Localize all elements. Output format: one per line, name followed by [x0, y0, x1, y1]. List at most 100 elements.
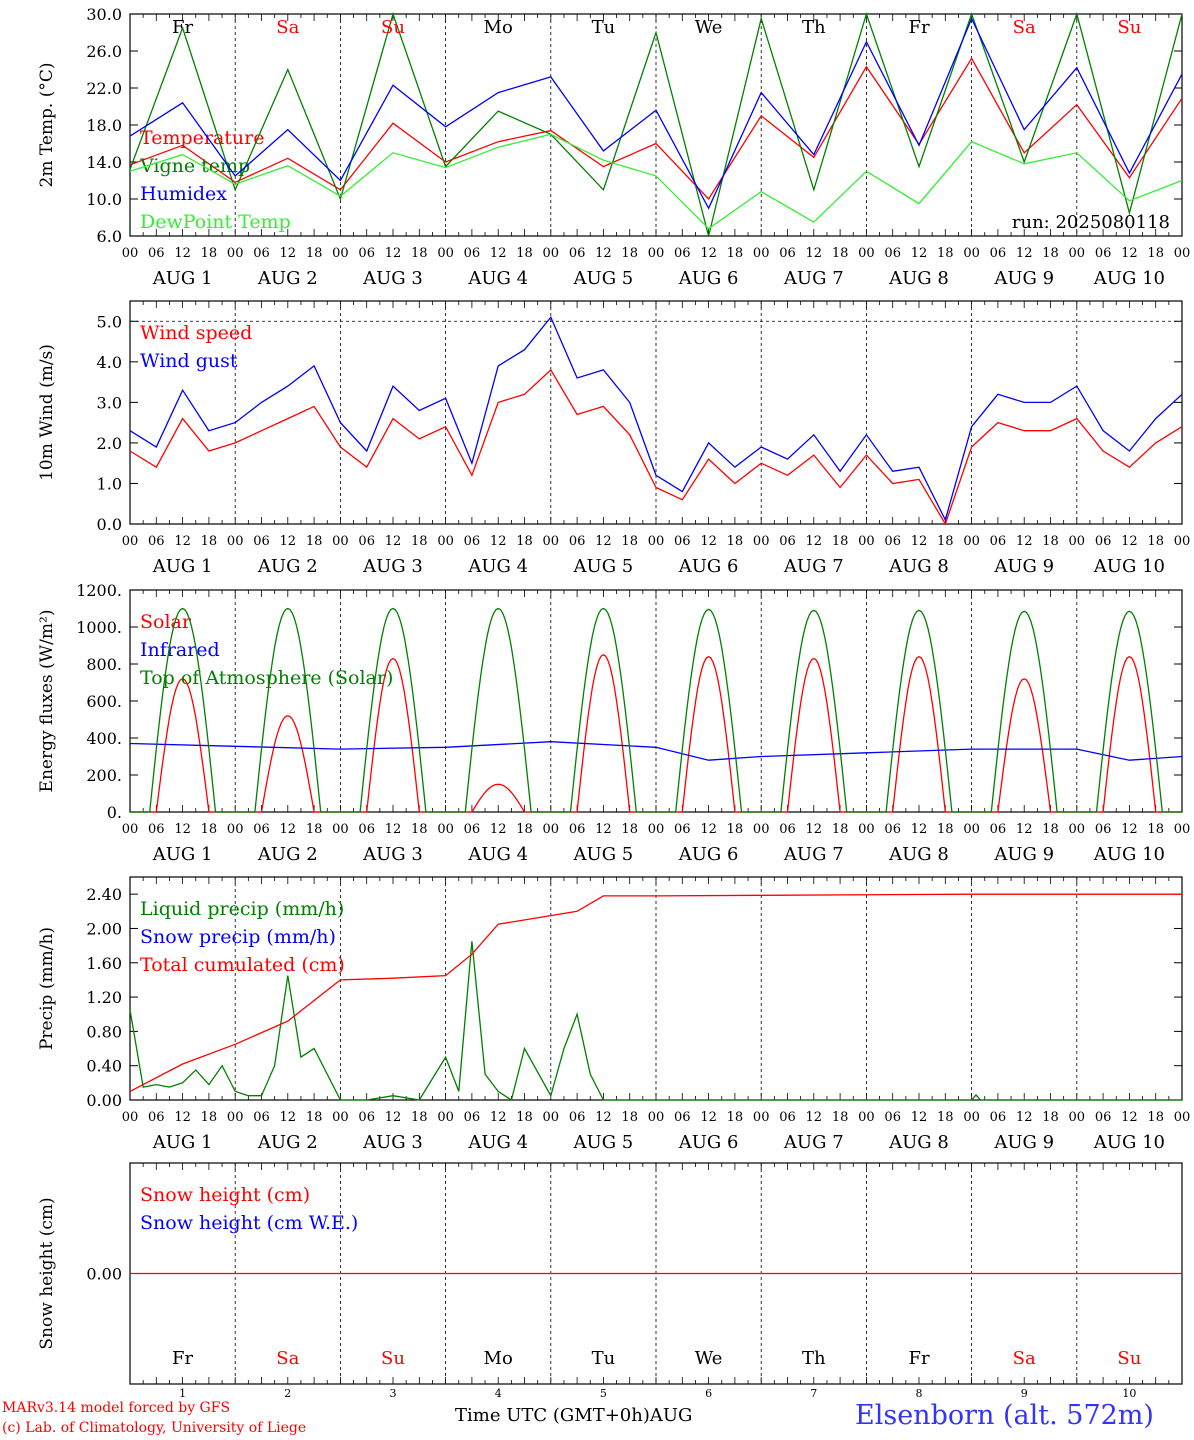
energy-x-tick-label: 06	[884, 822, 901, 837]
precip-x-tick-label: 12	[490, 1110, 507, 1125]
wind-x-tick-label: 12	[280, 534, 297, 549]
wind-x-tick-label: 18	[621, 534, 638, 549]
wind-x-tick-label: 00	[858, 534, 875, 549]
temp-x-tick-label: 18	[306, 246, 323, 261]
wind-day-label: AUG 10	[1093, 556, 1165, 577]
temp-day-label: AUG 5	[573, 268, 634, 289]
temp-x-tick-label: 18	[1042, 246, 1059, 261]
precip-x-tick-label: 18	[1042, 1110, 1059, 1125]
temp-legend-entry: Temperature	[140, 127, 264, 149]
precip-day-label: AUG 5	[573, 1132, 634, 1153]
temp-legend-entry: Humidex	[140, 183, 227, 205]
wind-x-tick-label: 12	[806, 534, 823, 549]
precip-x-tick-label: 00	[858, 1110, 875, 1125]
precip-x-tick-label: 06	[884, 1110, 901, 1125]
temp-x-tick-label: 06	[779, 246, 796, 261]
temp-y-tick-label: 22.0	[86, 79, 122, 98]
temp-series-line	[129, 11, 1183, 237]
energy-legend-entry: Solar	[140, 611, 192, 633]
wind-x-tick-label: 18	[1147, 534, 1164, 549]
weekday-label-bottom: Sa	[1013, 1348, 1036, 1369]
energy-day-label: AUG 3	[362, 844, 423, 865]
energy-x-tick-label: 18	[937, 822, 954, 837]
temp-day-label: AUG 6	[678, 268, 739, 289]
precip-x-tick-label: 00	[122, 1110, 139, 1125]
wind-y-tick-label: 2.0	[97, 434, 122, 453]
temp-x-tick-label: 00	[122, 246, 139, 261]
energy-series-line	[129, 741, 1183, 761]
weekday-label-bottom: Su	[381, 1348, 405, 1369]
precip-y-tick-label: 0.80	[86, 1022, 122, 1041]
wind-x-tick-label: 06	[464, 534, 481, 549]
energy-day-label: AUG 8	[888, 844, 949, 865]
snow-legend-entry: Snow height (cm)	[140, 1184, 310, 1206]
temp-x-tick-label: 06	[148, 246, 165, 261]
temp-x-tick-label: 12	[1121, 246, 1138, 261]
temp-x-tick-label: 18	[621, 246, 638, 261]
weekday-label-bottom: Th	[802, 1348, 826, 1369]
precip-x-tick-label: 12	[1016, 1110, 1033, 1125]
wind-x-tick-label: 06	[884, 534, 901, 549]
energy-x-tick-label: 00	[227, 822, 244, 837]
model-credit: MARv3.14 model forced by GFS	[2, 1400, 231, 1416]
energy-x-tick-label: 12	[806, 822, 823, 837]
energy-x-tick-label: 18	[727, 822, 744, 837]
precip-x-tick-label: 06	[779, 1110, 796, 1125]
temp-y-tick-label: 6.0	[97, 227, 122, 246]
wind-day-label: AUG 4	[467, 556, 528, 577]
precip-x-tick-label: 00	[437, 1110, 454, 1125]
wind-x-tick-label: 12	[911, 534, 928, 549]
day-number-label: 3	[390, 1387, 397, 1400]
wind-day-label: AUG 9	[993, 556, 1054, 577]
energy-legend-entry: Infrared	[140, 639, 220, 661]
temp-x-tick-label: 18	[937, 246, 954, 261]
temp-legend-entry: Vigne temp	[139, 155, 250, 177]
precip-x-tick-label: 12	[595, 1110, 612, 1125]
weekday-label-bottom: We	[695, 1348, 723, 1369]
precip-x-tick-label: 00	[227, 1110, 244, 1125]
precip-x-tick-label: 12	[385, 1110, 402, 1125]
temp-x-tick-label: 18	[411, 246, 428, 261]
precip-x-tick-label: 12	[174, 1110, 191, 1125]
temp-x-tick-label: 12	[806, 246, 823, 261]
wind-y-axis-label: 10m Wind (m/s)	[37, 344, 57, 481]
precip-x-tick-label: 18	[937, 1110, 954, 1125]
energy-x-tick-label: 06	[464, 822, 481, 837]
temp-x-tick-label: 00	[543, 246, 560, 261]
precip-series-line	[129, 893, 1182, 1092]
temp-x-tick-label: 00	[437, 246, 454, 261]
wind-x-tick-label: 00	[753, 534, 770, 549]
day-number-label: 4	[495, 1387, 502, 1400]
temp-legend-entry: DewPoint Temp	[140, 211, 291, 233]
temp-x-tick-label: 18	[1147, 246, 1164, 261]
wind-x-tick-label: 18	[201, 534, 218, 549]
weekday-label-top: Tu	[592, 17, 616, 38]
weekday-label-bottom: Fr	[172, 1348, 193, 1369]
energy-day-label: AUG 4	[467, 844, 528, 865]
precip-x-tick-label: 06	[148, 1110, 165, 1125]
wind-x-tick-label: 00	[963, 534, 980, 549]
energy-x-tick-label: 12	[1016, 822, 1033, 837]
energy-y-tick-label: 0.	[107, 803, 122, 822]
weekday-label-top: Th	[802, 17, 826, 38]
wind-x-tick-label: 06	[1095, 534, 1112, 549]
precip-day-label: AUG 3	[362, 1132, 423, 1153]
precip-x-tick-label: 18	[727, 1110, 744, 1125]
energy-series-line	[130, 607, 1182, 813]
weekday-label-top: Mo	[484, 17, 513, 38]
temp-x-tick-label: 18	[201, 246, 218, 261]
energy-x-tick-label: 18	[201, 822, 218, 837]
temp-day-label: AUG 1	[152, 268, 213, 289]
precip-day-label: AUG 10	[1093, 1132, 1165, 1153]
precip-day-label: AUG 2	[257, 1132, 318, 1153]
energy-x-tick-label: 12	[490, 822, 507, 837]
temp-day-label: AUG 4	[467, 268, 528, 289]
wind-day-label: AUG 8	[888, 556, 949, 577]
wind-x-tick-label: 18	[411, 534, 428, 549]
precip-y-tick-label: 1.60	[86, 954, 122, 973]
wind-x-tick-label: 00	[543, 534, 560, 549]
precip-day-label: AUG 4	[467, 1132, 528, 1153]
temp-day-label: AUG 9	[993, 268, 1054, 289]
weekday-label-top: Fr	[172, 17, 193, 38]
temp-x-tick-label: 00	[1069, 246, 1086, 261]
